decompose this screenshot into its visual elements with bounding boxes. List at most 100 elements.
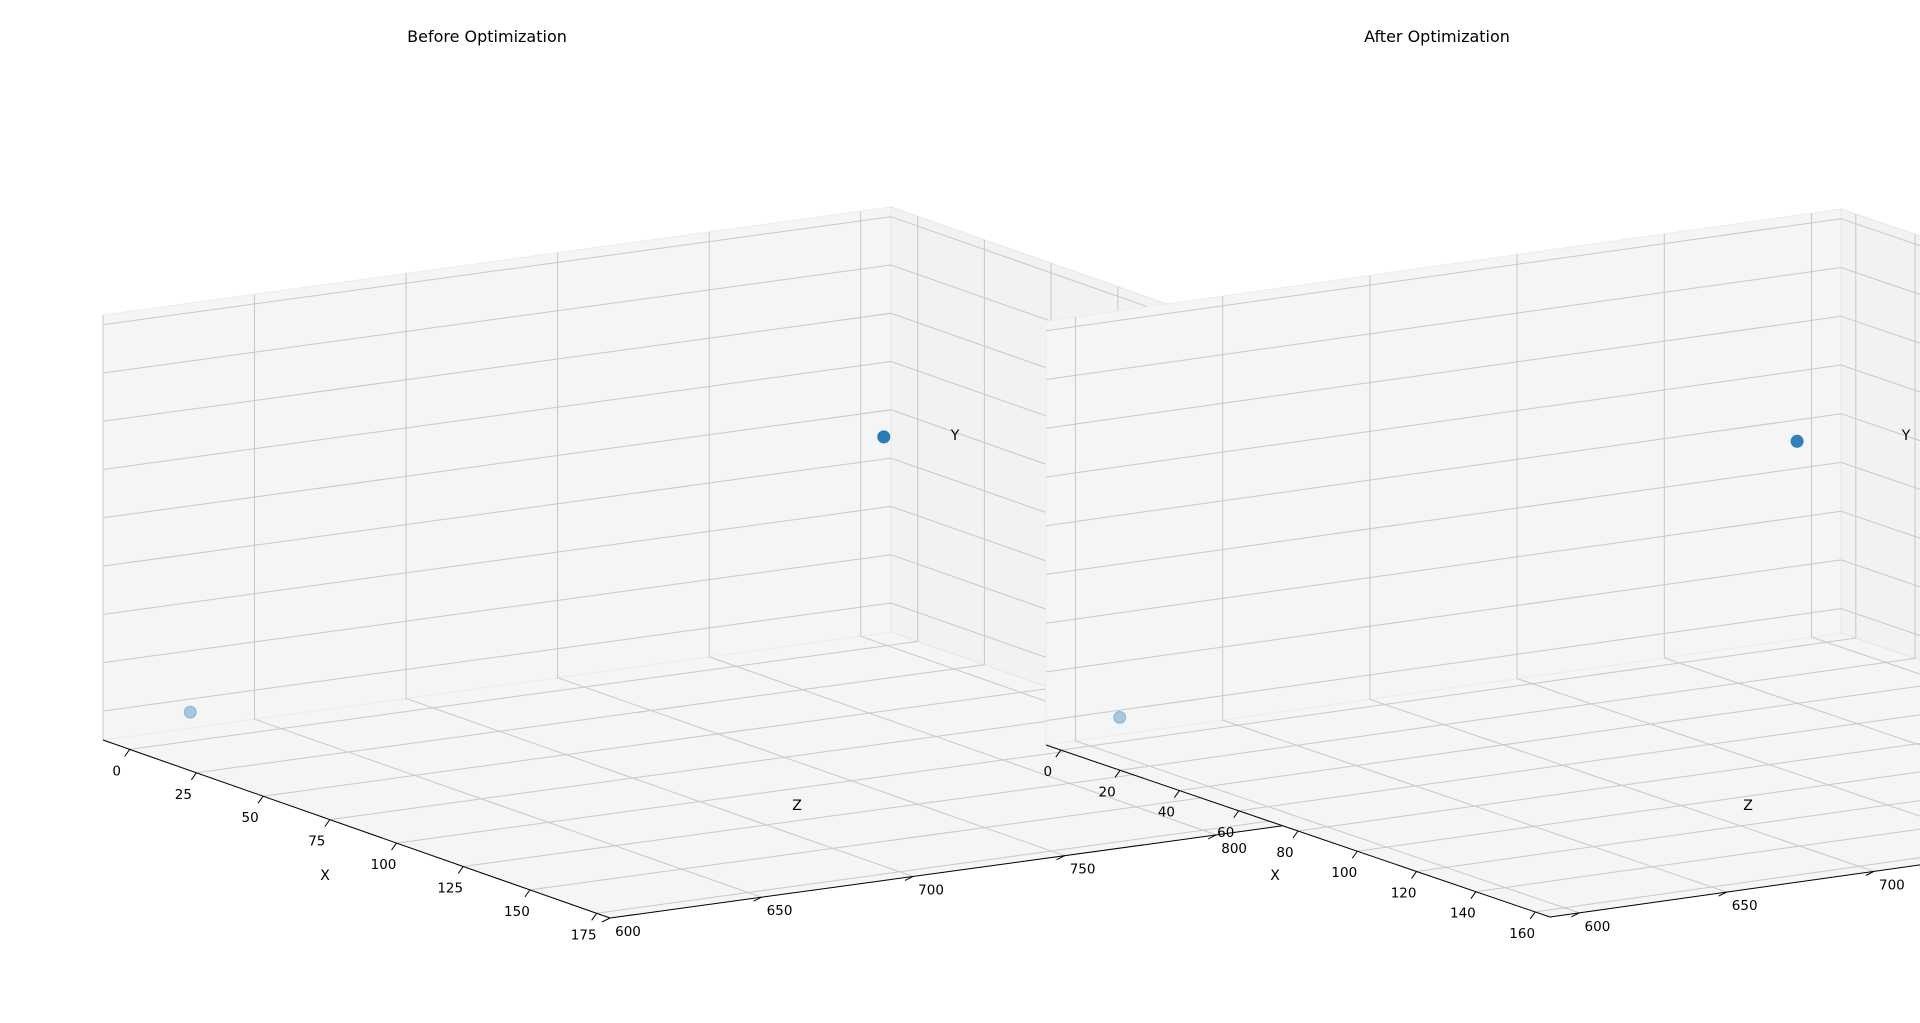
x-tick-mark bbox=[591, 913, 598, 921]
z-tick-label: 750 bbox=[1070, 862, 1096, 878]
z-tick-label: 650 bbox=[1732, 898, 1758, 914]
gridline-z bbox=[1074, 316, 1580, 914]
x-axis-line bbox=[102, 739, 611, 919]
z-tick-label: 700 bbox=[1879, 877, 1905, 893]
back-wall-pane bbox=[1840, 208, 1920, 661]
y-axis-label: Y bbox=[1901, 428, 1911, 444]
z-tick-label: 650 bbox=[767, 903, 793, 919]
gridline-z bbox=[1222, 296, 1727, 893]
chart-title: Before Optimization bbox=[407, 27, 567, 46]
x-tick-mark bbox=[1174, 790, 1180, 798]
x-tick-mark bbox=[457, 866, 464, 874]
gridline-y bbox=[1045, 266, 1920, 380]
x-tick-label: 100 bbox=[1331, 865, 1357, 881]
z-tick-mark bbox=[1207, 834, 1217, 840]
gridline-z bbox=[1516, 254, 1920, 817]
gridline-z bbox=[1811, 213, 1920, 675]
z-tick-label: 800 bbox=[1221, 841, 1247, 857]
x-axis-label: X bbox=[1270, 868, 1280, 884]
x-tick-mark bbox=[1114, 770, 1121, 778]
z-tick-mark bbox=[1056, 855, 1065, 861]
x-tick-mark bbox=[391, 842, 397, 851]
gridline-x bbox=[1238, 714, 1920, 812]
z-tick-mark bbox=[1865, 870, 1875, 876]
subplot-after-optimization: After Optimization 0 20 40 60 80 100 120 140 160… bbox=[1044, 27, 1920, 942]
scatter-points bbox=[1113, 434, 1804, 724]
x-tick-label: 60 bbox=[1217, 825, 1234, 841]
z-tick-label: 600 bbox=[615, 924, 641, 940]
z-axis-line bbox=[609, 809, 1399, 919]
x-tick-label: 50 bbox=[242, 810, 259, 826]
data-point bbox=[1113, 710, 1127, 724]
x-tick-mark bbox=[190, 772, 197, 781]
z-tick-mark bbox=[753, 896, 762, 902]
chart-title: After Optimization bbox=[1364, 27, 1510, 46]
gridline-z bbox=[708, 231, 1217, 836]
x-tick-label: 20 bbox=[1099, 784, 1116, 800]
z-tick-label: 700 bbox=[918, 882, 944, 898]
gridline-y bbox=[1045, 608, 1920, 722]
gridline-z bbox=[254, 294, 762, 898]
x-tick-label: 40 bbox=[1158, 805, 1175, 821]
gridline-y bbox=[1045, 364, 1920, 478]
z-tick-mark bbox=[904, 876, 914, 881]
y-axis-label: Y bbox=[950, 428, 960, 444]
x-tick-mark bbox=[1529, 911, 1536, 920]
data-point bbox=[877, 430, 891, 444]
gridline-y bbox=[1045, 315, 1920, 429]
gridline-x bbox=[129, 216, 919, 750]
x-tick-mark bbox=[324, 819, 331, 827]
x-tick-label: 125 bbox=[437, 880, 463, 896]
z-axis-label: Z bbox=[1743, 798, 1753, 814]
axes-panes bbox=[1045, 208, 1920, 918]
x-tick-mark bbox=[524, 889, 531, 898]
x-tick-mark bbox=[1292, 830, 1299, 839]
x-tick-label: 100 bbox=[371, 857, 397, 873]
x-tick-label: 80 bbox=[1276, 845, 1293, 861]
x-tick-label: 120 bbox=[1391, 885, 1417, 901]
x-tick-mark bbox=[1233, 810, 1240, 819]
z-tick-label: 600 bbox=[1585, 919, 1611, 935]
gridline-y bbox=[1045, 218, 1920, 332]
x-tick-label: 25 bbox=[175, 787, 192, 803]
gridline-y bbox=[1045, 461, 1920, 575]
x-tick-mark bbox=[257, 795, 264, 804]
z-tick-mark bbox=[1718, 891, 1727, 897]
z-tick-mark bbox=[1571, 912, 1580, 918]
gridline-x bbox=[196, 239, 985, 774]
gridline-y bbox=[1045, 510, 1920, 624]
gridline-z bbox=[557, 252, 1065, 857]
gridlines bbox=[1045, 213, 1920, 914]
x-tick-label: 0 bbox=[112, 763, 121, 779]
gridline-x bbox=[1535, 857, 1920, 913]
x-tick-mark bbox=[1411, 871, 1417, 879]
gridline-y bbox=[1045, 413, 1920, 527]
gridline-x bbox=[1179, 685, 1920, 791]
gridline-x bbox=[1475, 828, 1920, 893]
x-tick-label: 75 bbox=[308, 834, 325, 850]
x-tick-label: 150 bbox=[504, 904, 530, 920]
x-tick-mark bbox=[1470, 891, 1477, 899]
gridline-x bbox=[1297, 742, 1920, 832]
gridline-x bbox=[1120, 234, 1916, 771]
x-tick-label: 0 bbox=[1044, 764, 1053, 780]
x-tick-label: 160 bbox=[1509, 926, 1535, 942]
gridline-y bbox=[1045, 559, 1920, 673]
x-tick-mark bbox=[124, 749, 131, 757]
x-tick-mark bbox=[1351, 850, 1358, 859]
gridline-z bbox=[1369, 275, 1875, 872]
x-tick-label: 175 bbox=[571, 927, 597, 943]
gridline-x bbox=[1357, 771, 1920, 852]
z-axis-label: Z bbox=[792, 798, 802, 814]
z-tick-mark bbox=[601, 917, 611, 923]
x-axis-label: X bbox=[320, 868, 330, 884]
gridline-z bbox=[405, 273, 914, 877]
z-axis-line bbox=[1549, 864, 1920, 918]
x-tick-label: 140 bbox=[1450, 906, 1476, 922]
data-point bbox=[1790, 434, 1804, 448]
gridline-x bbox=[1060, 214, 1857, 751]
gridline-x bbox=[1416, 800, 1920, 872]
data-point bbox=[183, 705, 197, 719]
gridline-z bbox=[1663, 233, 1920, 746]
